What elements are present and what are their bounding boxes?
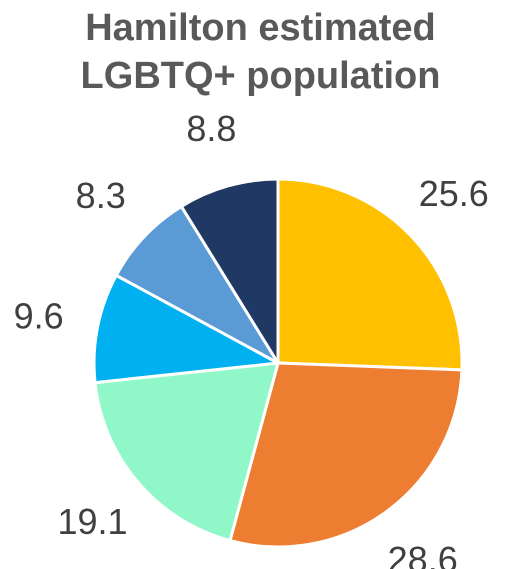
chart-title: Hamilton estimated LGBTQ+ population: [0, 4, 521, 100]
data-label-28.6: 28.6: [388, 539, 458, 569]
chart-title-line-2: LGBTQ+ population: [80, 55, 441, 97]
data-label-9.6: 9.6: [14, 295, 64, 336]
data-label-8.8: 8.8: [186, 108, 236, 149]
chart-title-line-1: Hamilton estimated: [85, 7, 436, 49]
pie-slices: [92, 177, 464, 549]
pie-slice-9.6: [92, 273, 280, 385]
pie-slice-8.8: [179, 177, 280, 365]
pie-slice-19.1: [93, 361, 280, 543]
data-label-8.3: 8.3: [76, 175, 126, 216]
data-label-19.1: 19.1: [57, 501, 127, 542]
pie-slice-28.6: [228, 361, 464, 549]
data-label-25.6: 25.6: [419, 173, 489, 214]
pie-data-labels: 25.6 28.6 19.1 9.6 8.3 8.8: [14, 108, 489, 569]
pie-slice-25.6: [276, 177, 464, 372]
pie-slice-8.3: [114, 204, 280, 365]
